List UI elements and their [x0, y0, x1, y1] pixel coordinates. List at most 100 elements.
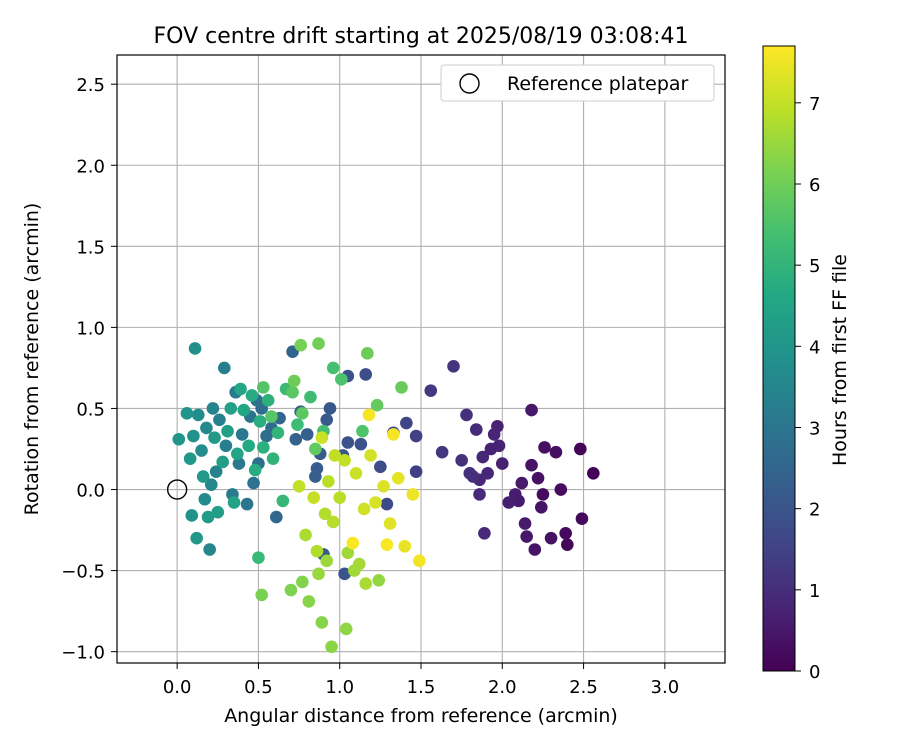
colorbar: 0 1 2 3 4 5 6 7 Hours from first FF file — [762, 45, 851, 683]
data-point — [406, 488, 420, 501]
data-point — [219, 439, 233, 453]
data-point — [383, 517, 397, 530]
data-point — [320, 554, 334, 568]
x-axis-label: Angular distance from reference (arcmin) — [224, 705, 618, 727]
data-point — [362, 408, 376, 422]
data-point — [515, 476, 529, 490]
colorbar-tick-label: 6 — [809, 175, 820, 196]
data-point — [286, 385, 299, 399]
data-point — [248, 463, 262, 477]
data-point — [209, 465, 223, 478]
data-point — [409, 465, 423, 478]
data-point — [242, 439, 255, 453]
data-point — [237, 403, 251, 417]
data-point — [185, 509, 199, 522]
data-point — [318, 507, 332, 521]
data-point — [531, 471, 545, 485]
y-tick-label: −1.0 — [61, 643, 105, 664]
plot-area: 0.0 0.5 1.0 1.5 2.0 2.5 3.0 −1.0 −0.5 0.0 0.5 1.0 1… — [61, 54, 726, 698]
data-point — [240, 497, 254, 511]
data-point — [245, 389, 259, 402]
data-point — [335, 372, 348, 386]
y-axis-ticks: −1.0 −0.5 0.0 0.5 1.0 1.5 2.0 2.5 — [61, 75, 117, 664]
data-point — [338, 454, 351, 467]
legend-box — [440, 64, 715, 102]
data-point — [284, 583, 298, 597]
data-point — [183, 452, 197, 466]
x-axis-ticks: 0.0 0.5 1.0 1.5 2.0 2.5 3.0 — [163, 663, 679, 698]
data-point — [354, 437, 368, 451]
data-point — [333, 491, 347, 504]
data-point — [304, 390, 317, 404]
data-point — [328, 449, 342, 462]
data-point — [302, 595, 316, 608]
data-point — [525, 458, 538, 472]
data-point — [447, 359, 460, 373]
colorbar-tick-label: 1 — [809, 581, 820, 602]
data-point — [455, 454, 468, 467]
data-point — [234, 382, 247, 396]
data-point — [323, 402, 337, 415]
data-point — [206, 402, 220, 415]
data-point — [391, 471, 405, 485]
y-tick-label: 1.5 — [76, 237, 105, 258]
data-point — [227, 496, 241, 509]
y-tick-label: 2.5 — [76, 75, 105, 96]
data-point — [217, 361, 231, 375]
data-point — [518, 517, 532, 530]
data-point — [377, 479, 390, 493]
data-point — [326, 361, 340, 375]
data-point — [172, 432, 186, 446]
data-point — [400, 416, 413, 430]
colorbar-tick-label: 7 — [809, 94, 820, 115]
data-point — [191, 408, 205, 422]
data-point — [478, 526, 491, 540]
data-point — [322, 475, 335, 488]
data-point — [276, 494, 290, 508]
colorbar-tick-label: 5 — [809, 256, 820, 277]
colorbar-ticks: 0 1 2 3 4 5 6 7 — [795, 94, 820, 683]
data-point — [380, 497, 394, 511]
data-point — [235, 428, 249, 441]
data-point — [195, 444, 208, 457]
data-point — [341, 436, 355, 449]
data-points — [172, 337, 600, 654]
x-tick-label: 1.0 — [325, 677, 354, 698]
data-point — [292, 479, 306, 493]
data-point — [528, 543, 542, 556]
data-point — [349, 467, 363, 480]
data-point — [361, 347, 374, 360]
data-point — [266, 452, 280, 466]
grid — [117, 55, 725, 663]
data-point — [257, 381, 270, 394]
data-point — [320, 413, 334, 427]
data-point — [315, 431, 329, 444]
data-point — [270, 510, 283, 524]
x-tick-label: 2.0 — [488, 677, 517, 698]
data-point — [359, 577, 373, 590]
data-point — [230, 447, 244, 461]
colorbar-tick-label: 2 — [809, 500, 820, 521]
data-point — [201, 510, 215, 524]
y-tick-label: 1.0 — [76, 318, 105, 339]
y-tick-label: 2.0 — [76, 156, 105, 177]
data-point — [257, 441, 270, 454]
data-point — [326, 515, 340, 529]
data-point — [196, 470, 210, 483]
x-tick-label: 0.5 — [244, 677, 273, 698]
legend-label: Reference platepar — [507, 73, 689, 95]
data-point — [180, 407, 194, 420]
data-point — [395, 381, 408, 394]
data-point — [387, 428, 400, 441]
data-point — [364, 449, 377, 462]
data-point — [520, 530, 533, 543]
data-point — [346, 536, 360, 550]
colorbar-label: Hours from first FF file — [829, 254, 851, 466]
data-point — [409, 429, 423, 443]
data-point — [525, 403, 538, 417]
data-point — [435, 445, 449, 459]
y-axis-label: Rotation from reference (arcmin) — [21, 203, 43, 516]
y-tick-label: −0.5 — [61, 562, 105, 583]
data-point — [538, 441, 551, 454]
data-point — [487, 428, 501, 441]
